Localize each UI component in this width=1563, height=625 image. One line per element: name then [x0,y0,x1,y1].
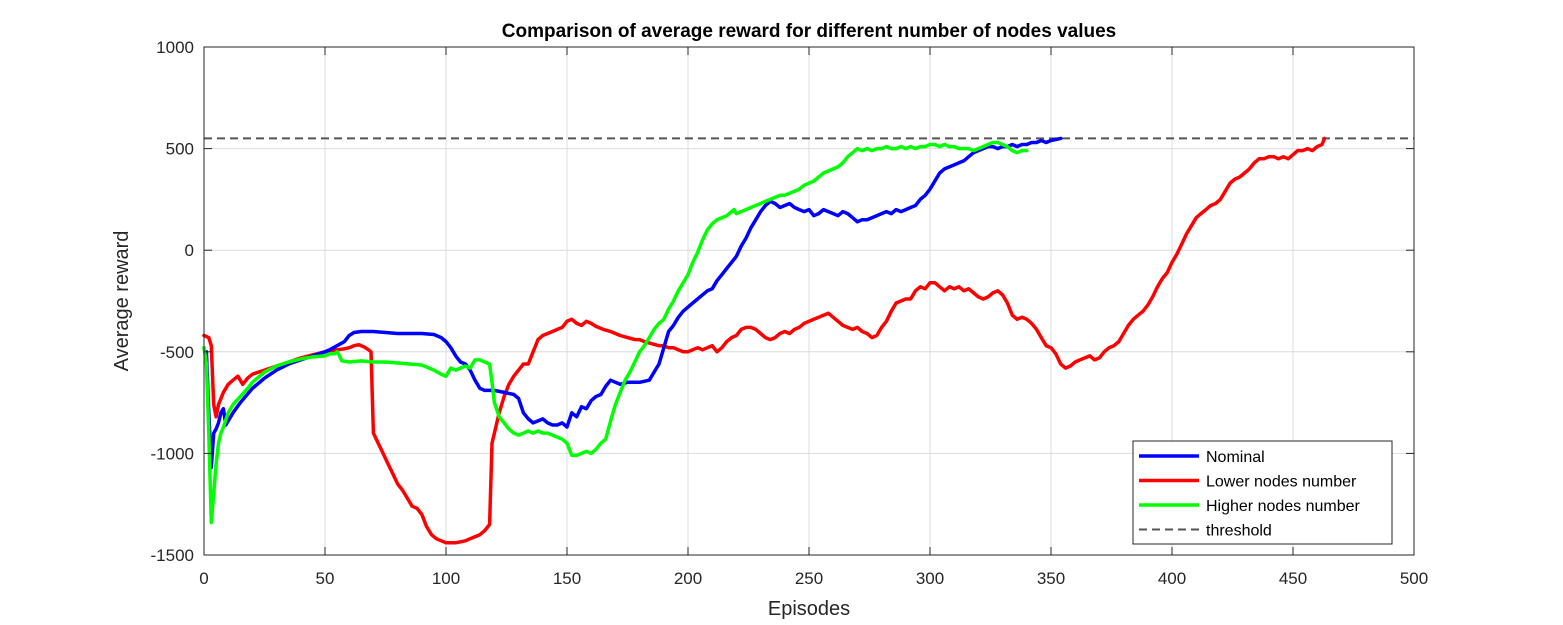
y-tick-label: 500 [166,140,194,159]
legend-box [1132,440,1393,545]
y-tick-label: 0 [185,241,194,260]
legend-label: threshold [1206,523,1272,540]
chart-title: Comparison of average reward for differe… [502,21,1116,42]
legend-label: Lower nodes number [1206,474,1357,491]
legend: Nominal Lower nodes number Higher nodes nu… [1132,440,1393,545]
y-axis-label: Average reward [111,231,133,372]
x-tick-label: 150 [553,569,581,588]
y-tick-label: -500 [160,343,194,362]
series-line-higher-nodes-number [202,140,1029,525]
series-line-nominal [204,136,1063,470]
x-tick-label: 200 [674,569,702,588]
legend-label: Nominal [1206,449,1265,466]
x-tick-label: 350 [1037,569,1065,588]
x-tick-label: 300 [916,569,944,588]
y-tick-label: 1000 [156,38,194,57]
series-group [202,136,1414,545]
x-tick-label: 50 [316,569,335,588]
x-tick-label: 0 [199,569,208,588]
x-tick-label: 100 [432,569,460,588]
x-axis-label: Episodes [768,598,850,620]
x-tick-label: 450 [1279,569,1307,588]
y-tick-label: -1000 [151,444,194,463]
x-tick-label: 500 [1400,569,1428,588]
x-tick-label: 400 [1158,569,1186,588]
y-tick-label: -1500 [151,546,194,565]
x-tick-label: 250 [795,569,823,588]
legend-label: Higher nodes number [1206,498,1361,515]
series-line-lower-nodes-number [202,136,1327,545]
tick-labels: 0 50 100 150 200 250 300 350 400 450 500 1000 500 0 -5… [151,38,1429,588]
